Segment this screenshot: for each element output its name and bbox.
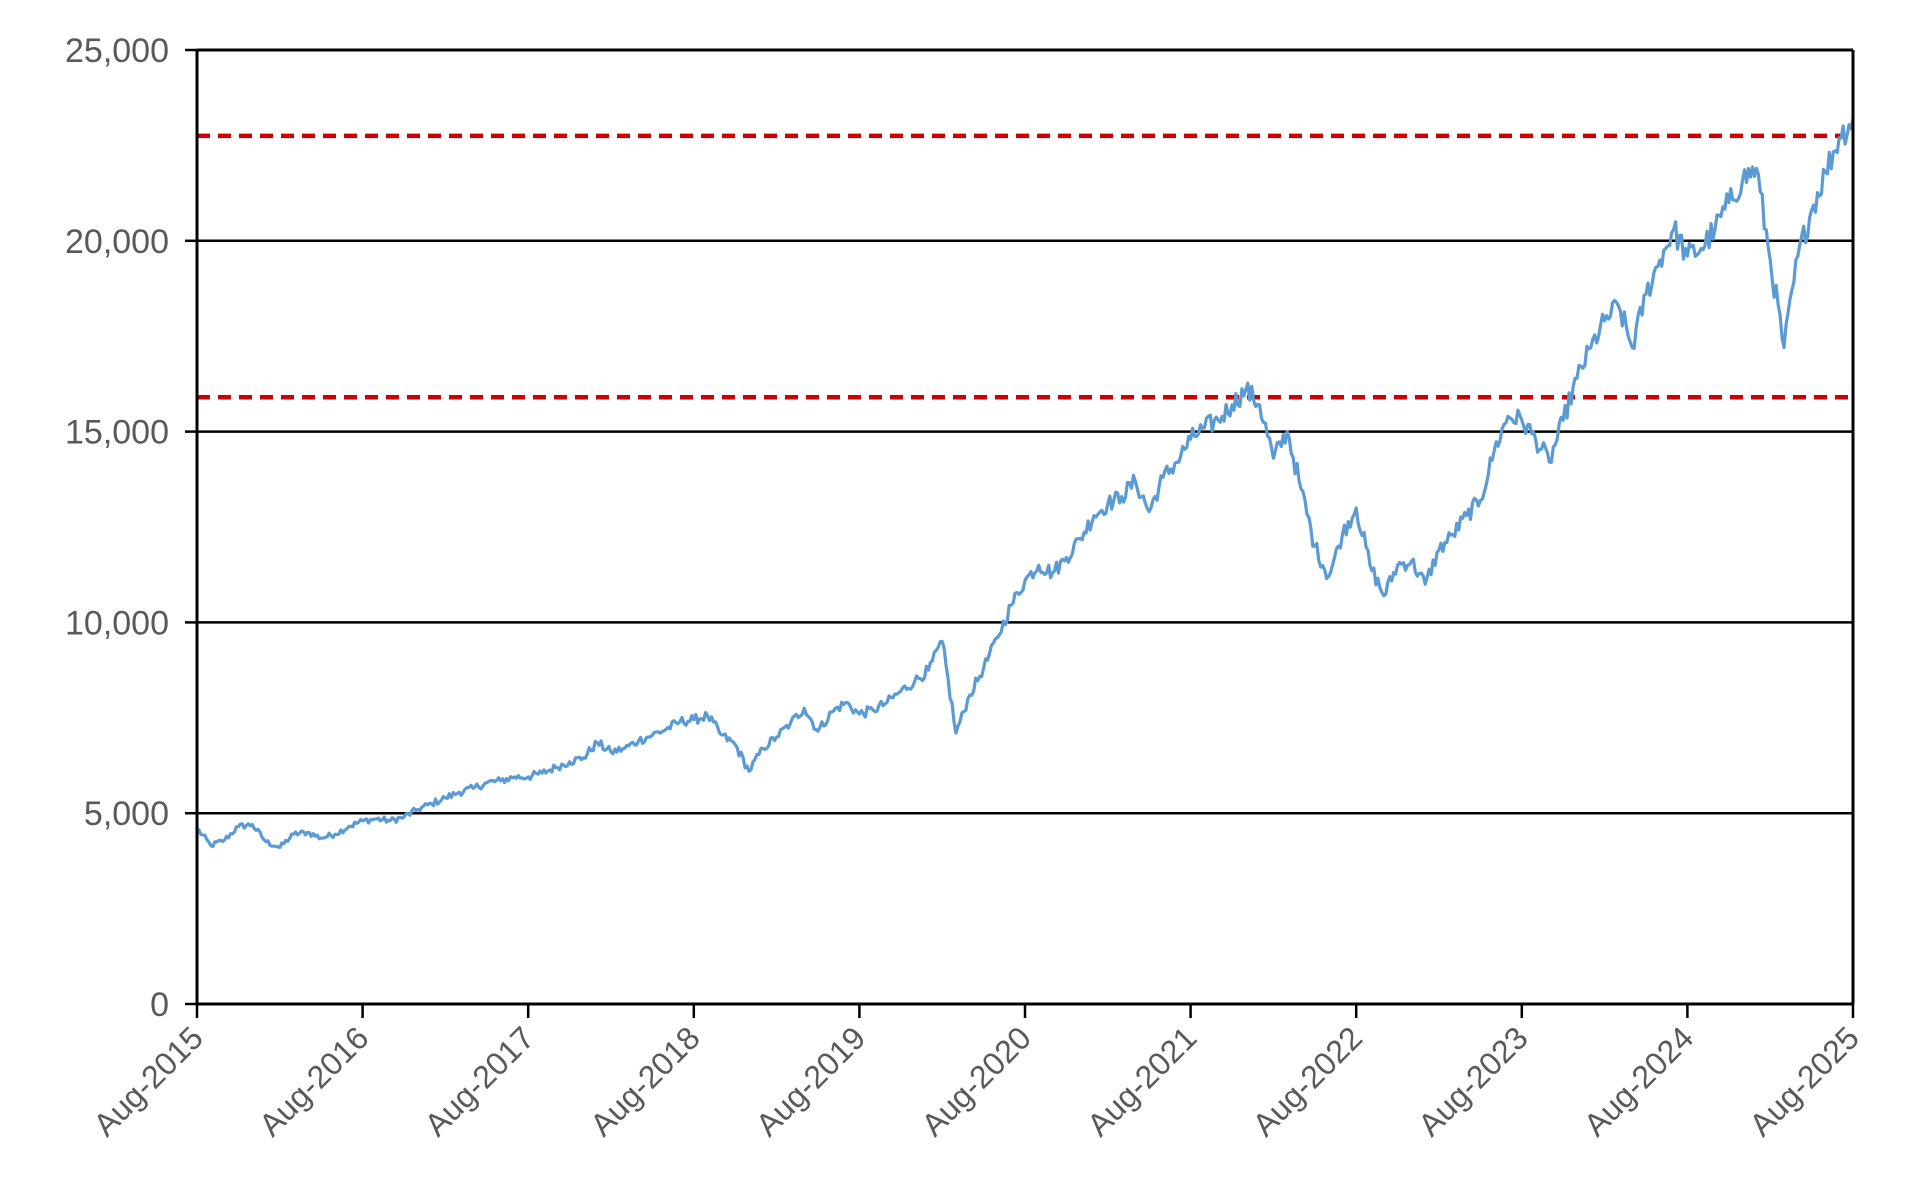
reference-lines [197,133,1853,400]
series-line-1 [195,117,1855,850]
y-tick-label: 0 [150,986,169,1024]
x-tick-label: Aug-2022 [1246,1019,1370,1143]
tick-labels: 0 5,000 10,000 15,000 20,000 25,000 Aug-2015 Au… [65,32,1866,1143]
x-tick-label: Aug-2021 [1080,1019,1204,1143]
x-tick-label: Aug-2024 [1577,1019,1701,1143]
x-tick-label: Aug-2018 [583,1019,707,1143]
x-tick-label: Aug-2017 [418,1019,542,1143]
series-lines [195,117,1855,850]
gridlines [197,48,1853,815]
y-tick-label: 5,000 [84,795,169,833]
x-tick-label: Aug-2019 [749,1019,873,1143]
y-tick-label: 10,000 [65,604,169,642]
x-tick-label: Aug-2015 [86,1019,210,1143]
x-tick-label: Aug-2025 [1742,1019,1866,1143]
y-tick-label: 25,000 [65,32,169,70]
axes [185,48,1855,1018]
y-tick-label: 20,000 [65,223,169,261]
x-tick-label: Aug-2023 [1411,1019,1535,1143]
x-tick-label: Aug-2016 [252,1019,376,1143]
y-tick-label: 15,000 [65,414,169,452]
x-tick-label: Aug-2020 [914,1019,1038,1143]
